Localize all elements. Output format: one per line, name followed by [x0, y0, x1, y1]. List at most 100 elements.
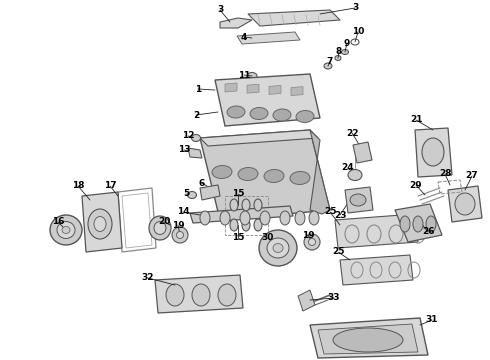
Ellipse shape — [400, 216, 410, 232]
Ellipse shape — [280, 211, 290, 225]
Text: 22: 22 — [346, 129, 358, 138]
Polygon shape — [318, 324, 418, 354]
Ellipse shape — [62, 226, 70, 234]
Ellipse shape — [242, 199, 250, 211]
Ellipse shape — [172, 227, 188, 243]
Ellipse shape — [422, 138, 444, 166]
Ellipse shape — [238, 167, 258, 180]
Ellipse shape — [273, 109, 291, 121]
Ellipse shape — [309, 238, 316, 246]
Text: 1: 1 — [195, 85, 201, 94]
Text: 25: 25 — [324, 207, 336, 216]
Text: 13: 13 — [178, 145, 190, 154]
Ellipse shape — [192, 284, 210, 306]
Polygon shape — [82, 192, 122, 252]
Polygon shape — [345, 187, 373, 213]
Ellipse shape — [200, 211, 210, 225]
Text: 7: 7 — [327, 58, 333, 67]
Ellipse shape — [227, 106, 245, 118]
Text: 15: 15 — [232, 189, 244, 198]
Ellipse shape — [212, 166, 232, 179]
Polygon shape — [247, 84, 259, 93]
Text: 23: 23 — [334, 211, 346, 220]
Ellipse shape — [290, 171, 310, 185]
Ellipse shape — [176, 231, 183, 238]
Ellipse shape — [254, 219, 262, 231]
Ellipse shape — [295, 211, 305, 225]
Polygon shape — [200, 130, 330, 220]
Text: 25: 25 — [332, 248, 344, 256]
Ellipse shape — [240, 211, 250, 225]
Ellipse shape — [149, 216, 171, 240]
Polygon shape — [237, 32, 300, 44]
Ellipse shape — [250, 108, 268, 120]
Text: 32: 32 — [142, 274, 154, 283]
Polygon shape — [395, 204, 442, 242]
Polygon shape — [415, 128, 452, 177]
Text: 19: 19 — [302, 230, 314, 239]
Text: 31: 31 — [426, 315, 438, 324]
Text: 8: 8 — [336, 48, 342, 57]
Ellipse shape — [296, 111, 314, 122]
Ellipse shape — [88, 209, 112, 239]
Text: 14: 14 — [177, 207, 189, 216]
Text: 20: 20 — [158, 217, 170, 226]
Text: 33: 33 — [328, 293, 340, 302]
Ellipse shape — [342, 49, 348, 54]
Ellipse shape — [166, 284, 184, 306]
Text: 3: 3 — [217, 5, 223, 14]
Polygon shape — [200, 185, 220, 200]
Ellipse shape — [188, 192, 196, 198]
Polygon shape — [220, 18, 252, 28]
Text: 5: 5 — [183, 189, 189, 198]
Ellipse shape — [242, 219, 250, 231]
Ellipse shape — [413, 216, 423, 232]
Text: 26: 26 — [422, 228, 434, 237]
Ellipse shape — [350, 194, 366, 206]
Ellipse shape — [154, 221, 166, 234]
Text: 24: 24 — [342, 163, 354, 172]
Ellipse shape — [220, 211, 230, 225]
Ellipse shape — [57, 221, 75, 238]
Ellipse shape — [50, 215, 82, 245]
Polygon shape — [269, 85, 281, 94]
Ellipse shape — [260, 211, 270, 225]
Ellipse shape — [304, 234, 320, 250]
Ellipse shape — [426, 216, 436, 232]
Ellipse shape — [273, 243, 283, 252]
Text: 4: 4 — [241, 32, 247, 41]
Text: 21: 21 — [410, 116, 422, 125]
Text: 16: 16 — [52, 217, 64, 226]
Text: 10: 10 — [352, 27, 364, 36]
Text: 28: 28 — [439, 170, 451, 179]
Ellipse shape — [247, 72, 257, 80]
Polygon shape — [310, 130, 330, 214]
Ellipse shape — [267, 238, 289, 258]
Ellipse shape — [259, 230, 297, 266]
Text: 27: 27 — [466, 171, 478, 180]
Text: 19: 19 — [172, 220, 184, 230]
Ellipse shape — [335, 55, 341, 60]
Ellipse shape — [264, 170, 284, 183]
Polygon shape — [340, 255, 413, 285]
Polygon shape — [190, 206, 293, 223]
Polygon shape — [448, 186, 482, 222]
Text: 3: 3 — [352, 4, 358, 13]
Text: 12: 12 — [182, 131, 194, 140]
Text: 18: 18 — [72, 181, 84, 190]
Polygon shape — [188, 148, 202, 158]
Polygon shape — [215, 74, 320, 126]
Ellipse shape — [348, 170, 362, 180]
Ellipse shape — [230, 219, 238, 231]
Ellipse shape — [94, 216, 106, 231]
Ellipse shape — [254, 199, 262, 211]
Text: 30: 30 — [262, 234, 274, 243]
Polygon shape — [200, 130, 318, 146]
Text: 9: 9 — [344, 39, 350, 48]
Ellipse shape — [324, 63, 332, 69]
Polygon shape — [248, 10, 340, 26]
Ellipse shape — [333, 328, 403, 352]
Text: 29: 29 — [410, 180, 422, 189]
Polygon shape — [335, 214, 418, 248]
Text: 11: 11 — [238, 71, 250, 80]
